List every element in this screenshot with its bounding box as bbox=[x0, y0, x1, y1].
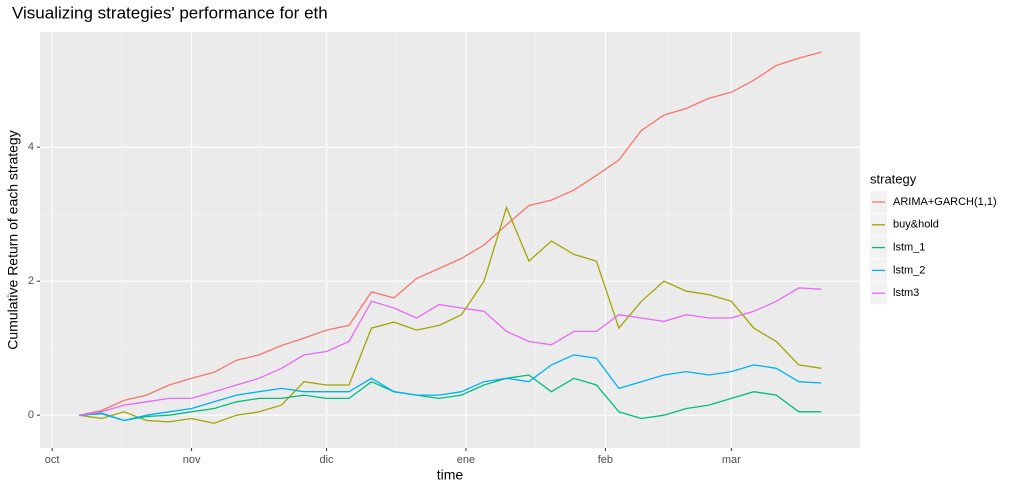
x-axis-title: time bbox=[437, 467, 464, 483]
y-tick-label: 4 bbox=[28, 141, 34, 153]
marks bbox=[78, 51, 822, 424]
x-tick-label: ene bbox=[457, 454, 475, 466]
grid bbox=[40, 32, 860, 448]
chart-title: Visualizing strategies' performance for … bbox=[12, 3, 328, 22]
series-line bbox=[78, 51, 822, 416]
legend-label: lstm_2 bbox=[893, 264, 925, 276]
y-axis-title: Cumulative Return of each strategy bbox=[5, 130, 21, 349]
legend-label: lstm_1 bbox=[893, 242, 925, 254]
legend-label: lstm3 bbox=[893, 287, 919, 299]
legend-title: strategy bbox=[870, 171, 917, 186]
y-tick-label: 0 bbox=[28, 409, 34, 421]
panel bbox=[40, 32, 860, 448]
y-tick-label: 2 bbox=[28, 275, 34, 287]
x-tick-label: feb bbox=[598, 454, 613, 466]
x-tick-label: nov bbox=[183, 454, 201, 466]
legend-label: buy&hold bbox=[893, 219, 939, 231]
x-tick-label: dic bbox=[319, 454, 334, 466]
x-tick-label: oct bbox=[45, 454, 60, 466]
series-line bbox=[79, 354, 822, 422]
series-line bbox=[79, 205, 822, 424]
series-line bbox=[79, 374, 822, 422]
x-tick-label: mar bbox=[722, 454, 741, 466]
series-line bbox=[79, 287, 822, 416]
legend-label: ARIMA+GARCH(1,1) bbox=[893, 196, 997, 208]
